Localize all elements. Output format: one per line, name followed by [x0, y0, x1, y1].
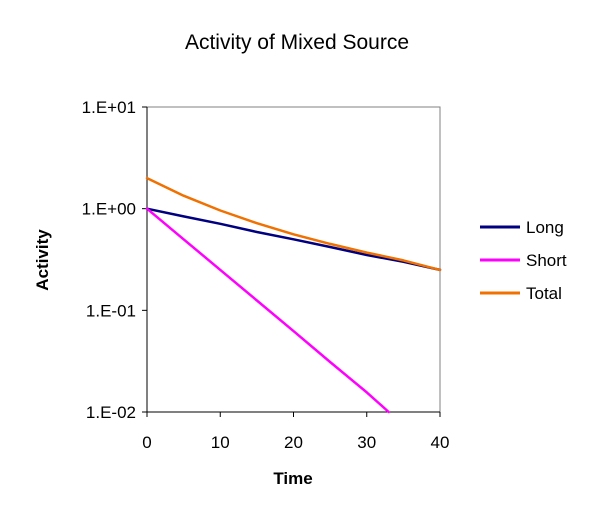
series-line-total [145, 176, 442, 272]
y-tick-label: 1.E-01 [86, 301, 136, 320]
x-tick-label: 10 [211, 433, 230, 452]
y-tick-label: 1.E-02 [86, 403, 136, 422]
x-tick-label: 0 [142, 433, 151, 452]
series-line-short [145, 207, 390, 414]
x-ticks: 0 10 20 30 40 [142, 412, 449, 452]
x-tick-label: 30 [357, 433, 376, 452]
y-axis-title: Activity [33, 229, 52, 291]
legend-label-total: Total [526, 284, 562, 303]
x-tick-label: 20 [284, 433, 303, 452]
y-tick-label: 1.E+01 [82, 98, 136, 117]
y-tick-label: 1.E+00 [82, 200, 136, 219]
legend-label-short: Short [526, 251, 567, 270]
x-tick-label: 40 [431, 433, 450, 452]
legend-label-long: Long [526, 218, 564, 237]
series-layer [145, 176, 442, 414]
x-axis-title: Time [273, 469, 312, 488]
chart-title: Activity of Mixed Source [185, 31, 409, 54]
series-line-long [145, 207, 442, 272]
y-ticks: 1.E+01 1.E+00 1.E-01 1.E-02 [82, 98, 147, 422]
legend: Long Short Total [480, 218, 567, 303]
